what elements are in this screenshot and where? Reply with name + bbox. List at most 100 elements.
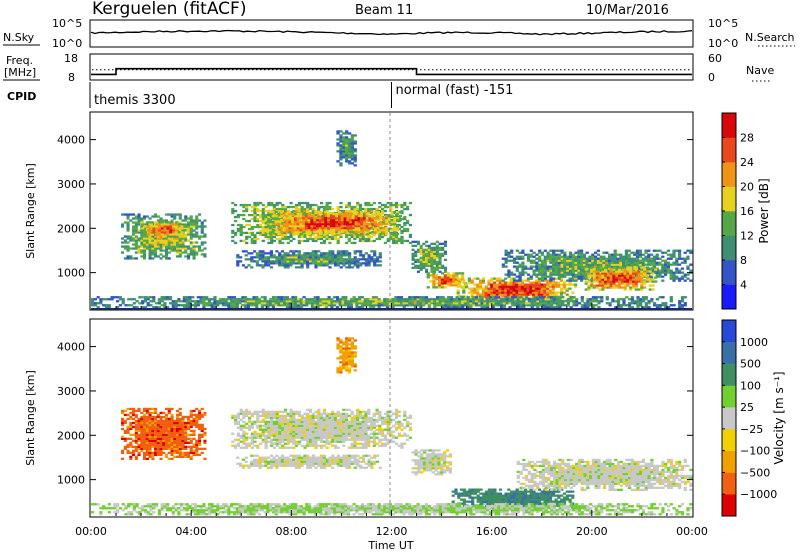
echo-cell-10 — [604, 274, 608, 277]
echo-cell-11 — [494, 304, 498, 307]
echo-cell-4 — [345, 250, 349, 253]
echo-cell-8 — [515, 283, 519, 286]
echo-cell-9 — [526, 255, 531, 258]
echo-cell-4 — [261, 266, 265, 269]
echo-cell-5 — [342, 148, 346, 151]
echo-cell-2 — [394, 231, 399, 235]
echo-cell-3 — [307, 223, 311, 226]
echo-cell-3 — [371, 217, 375, 220]
echo-cell-9 — [672, 277, 676, 280]
echo-cell-9 — [669, 255, 673, 258]
echo-cell-11 — [455, 296, 459, 299]
echo-cell-3 — [351, 211, 355, 214]
echo-cell-4 — [280, 260, 285, 263]
echo-cell-3 — [313, 219, 317, 222]
echo-cell-10 — [615, 276, 619, 279]
echo-cell-2 — [275, 201, 279, 205]
echo-cell-3 — [354, 213, 358, 216]
echo-cell-11 — [335, 302, 340, 305]
echo-cell-11 — [647, 306, 651, 309]
echo-cell-0 — [126, 215, 130, 218]
echo-cell-3 — [332, 219, 336, 222]
echo-cell-8 — [520, 285, 525, 288]
echo-cell-9 — [616, 259, 620, 262]
echo-cell-4 — [325, 260, 329, 263]
echo-cell-3 — [371, 213, 375, 216]
echo-cell-11 — [519, 302, 523, 305]
echo-cell-3 — [360, 227, 364, 230]
echo-cell-11 — [436, 298, 440, 301]
echo-cell-11 — [391, 302, 395, 305]
echo-cell-3 — [393, 225, 397, 228]
echo-cell-0 — [159, 217, 163, 220]
echo-cell-3 — [398, 211, 402, 214]
echo-cell-0 — [134, 235, 138, 238]
echo-cell-11 — [544, 298, 548, 301]
echo-cell-1 — [146, 233, 150, 236]
echo-cell-4 — [303, 256, 307, 259]
echo-cell-11 — [324, 298, 328, 301]
echo-cell-3 — [296, 223, 300, 226]
echo-cell-2 — [367, 207, 371, 211]
echo-cell-3 — [340, 229, 344, 232]
echo-cell-3 — [271, 229, 275, 232]
echo-cell-1 — [155, 233, 159, 236]
echo-cell-7 — [458, 282, 462, 285]
echo-cell-8 — [456, 285, 460, 288]
echo-cell-2 — [253, 219, 257, 223]
freq-unit-label: [MHz] — [4, 66, 36, 79]
echo-cell-11 — [469, 300, 473, 303]
echo-cell-11 — [438, 304, 442, 307]
echo-cell-9 — [521, 271, 525, 274]
echo-cell-9 — [560, 259, 564, 262]
echo-cell-3 — [362, 229, 367, 232]
echo-cell-1 — [158, 233, 162, 236]
echo-cell-6 — [416, 266, 420, 269]
echo-cell-0 — [167, 245, 171, 248]
echo-cell-5 — [345, 160, 349, 163]
echo-cell-9 — [577, 265, 581, 268]
echo-cell-11 — [636, 296, 640, 299]
echo-cell-11 — [558, 296, 562, 299]
echo-cell-11 — [436, 296, 440, 299]
echo-cell-9 — [680, 261, 684, 264]
echo-cell-11 — [569, 300, 573, 303]
echo-cell-3 — [296, 229, 300, 232]
echo-cell-11 — [291, 298, 295, 301]
echo-cell-11 — [166, 306, 170, 309]
echo-cell-4 — [244, 254, 248, 257]
echo-cell-11 — [630, 296, 634, 299]
echo-cell-4 — [303, 260, 307, 263]
echo-cell-6 — [422, 260, 426, 263]
echo-cell-9 — [650, 253, 654, 256]
echo-cell-1 — [166, 229, 170, 232]
echo-cell-0 — [165, 255, 169, 258]
echo-cell-0 — [121, 435, 125, 438]
echo-cell-9 — [529, 259, 533, 262]
echo-cell-0 — [198, 235, 202, 238]
echo-cell-3 — [285, 225, 289, 228]
echo-cell-3 — [282, 219, 286, 222]
echo-cell-2 — [245, 209, 249, 213]
echo-cell-9 — [535, 269, 539, 272]
echo-cell-2 — [336, 241, 340, 245]
echo-cell-11 — [444, 302, 448, 305]
echo-cell-3 — [376, 219, 380, 222]
echo-cell-0 — [181, 243, 185, 246]
echo-cell-8 — [562, 285, 566, 288]
echo-cell-2 — [250, 231, 254, 235]
echo-cell-0 — [151, 237, 155, 240]
echo-cell-2 — [231, 223, 235, 227]
echo-cell-2 — [242, 203, 246, 207]
echo-cell-2 — [236, 229, 240, 233]
echo-cell-4 — [289, 250, 293, 253]
echo-cell-2 — [253, 217, 257, 221]
echo-cell-2 — [250, 225, 254, 229]
echo-cell-3 — [266, 221, 270, 224]
echo-cell-0 — [148, 243, 152, 246]
echo-cell-2 — [264, 215, 268, 219]
echo-cell-11 — [310, 306, 314, 309]
echo-cell-3 — [299, 223, 303, 226]
echo-cell-9 — [580, 267, 584, 270]
echo-cell-1 — [169, 233, 173, 236]
